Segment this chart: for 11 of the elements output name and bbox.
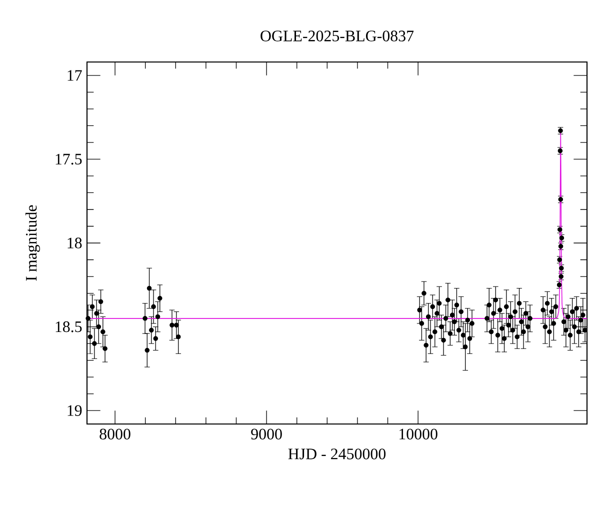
x-tick-label: 8000 [100,428,130,440]
chart-title: OGLE-2025-BLG-0837 [260,30,414,42]
y-tick-label: 19 [68,405,82,416]
x-tick-label: 9000 [251,428,282,440]
y-tick-label: 17 [68,70,82,81]
y-tick-label: 18 [68,238,82,248]
x-tick-label: 10000 [400,428,438,440]
x-axis-title: HJD - 2450000 [288,448,386,460]
y-axis-title: I magnitude [25,205,40,281]
y-tick-label: 18.5 [56,321,82,332]
y-tick-label: 17.5 [56,154,82,165]
